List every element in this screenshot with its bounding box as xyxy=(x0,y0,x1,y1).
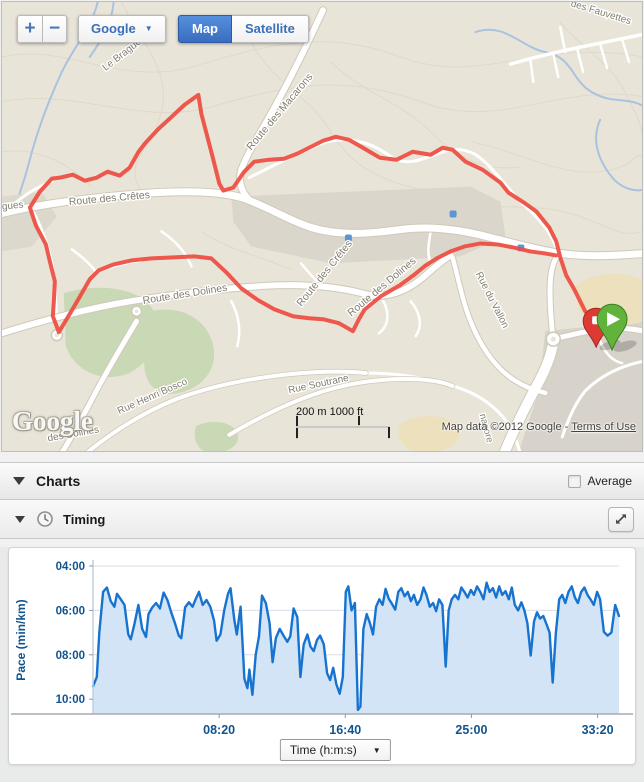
zoom-out-button[interactable]: − xyxy=(42,15,67,43)
satellite-layer-button[interactable]: Satellite xyxy=(232,15,309,43)
x-axis-selector[interactable]: Time (h:m:s) ▼ xyxy=(279,739,391,761)
timing-collapse-icon[interactable] xyxy=(15,515,25,523)
street-label: gues xyxy=(2,199,24,212)
chevron-down-icon: ▼ xyxy=(144,24,153,33)
expand-icon xyxy=(616,514,627,524)
zoom-control: + − xyxy=(17,15,67,43)
maps-menu-control: Google ▼ xyxy=(78,15,166,43)
pace-chart-panel: 04:00 06:00 08:00 10:00 08:20 16:40 25:00 33:20… xyxy=(8,547,636,765)
average-label: Average xyxy=(587,474,632,488)
svg-text:06:00: 06:00 xyxy=(56,605,85,617)
urban-areas xyxy=(2,186,642,451)
section-spacer xyxy=(0,453,644,462)
start-marker[interactable] xyxy=(596,303,628,352)
pace-chart[interactable]: 04:00 06:00 08:00 10:00 08:20 16:40 25:00 33:20… xyxy=(9,548,635,742)
map-layer-button[interactable]: Map xyxy=(178,15,232,43)
svg-text:04:00: 04:00 xyxy=(56,561,85,573)
terms-of-use-link[interactable]: Terms of Use xyxy=(571,421,636,433)
zoom-in-button[interactable]: + xyxy=(17,15,42,43)
charts-title: Charts xyxy=(36,473,81,489)
scale-bar: 200 m 1000 ft xyxy=(296,406,394,444)
average-checkbox[interactable] xyxy=(567,474,581,488)
average-toggle: Average xyxy=(567,474,632,488)
timing-title: Timing xyxy=(63,511,106,527)
svg-text:25:00: 25:00 xyxy=(455,723,487,737)
scale-metric-label: 200 m xyxy=(296,406,327,418)
clock-icon xyxy=(37,511,53,527)
svg-text:10:00: 10:00 xyxy=(56,694,85,706)
svg-text:08:20: 08:20 xyxy=(203,723,235,737)
x-axis-selector-value: Time (h:m:s) xyxy=(289,743,357,757)
charts-collapse-icon[interactable] xyxy=(13,477,25,485)
map-panel[interactable]: des Fauvettes Le Brague Route des Macarons… xyxy=(1,1,643,452)
maps-menu-label: Google xyxy=(91,21,136,36)
svg-text:33:20: 33:20 xyxy=(582,723,614,737)
maps-menu-button[interactable]: Google ▼ xyxy=(78,15,166,43)
chart-section: 04:00 06:00 08:00 10:00 08:20 16:40 25:00 33:20… xyxy=(0,547,644,782)
route-polyline xyxy=(27,92,607,336)
scale-imperial-label: 1000 ft xyxy=(329,406,364,418)
chevron-down-icon: ▼ xyxy=(372,745,381,755)
map-attribution: Map data ©2012 Google - Terms of Use xyxy=(442,421,636,433)
svg-text:Pace (min/km): Pace (min/km) xyxy=(14,599,28,680)
svg-text:08:00: 08:00 xyxy=(56,650,85,662)
svg-text:16:40: 16:40 xyxy=(329,723,361,737)
expand-chart-button[interactable] xyxy=(608,506,634,532)
attribution-text: Map data ©2012 Google - xyxy=(441,421,572,433)
layer-toggle: Map Satellite xyxy=(178,15,309,43)
play-icon xyxy=(607,312,621,327)
google-logo: Google xyxy=(12,406,93,436)
charts-header: Charts Average xyxy=(0,462,644,500)
timing-header: Timing xyxy=(0,500,644,539)
